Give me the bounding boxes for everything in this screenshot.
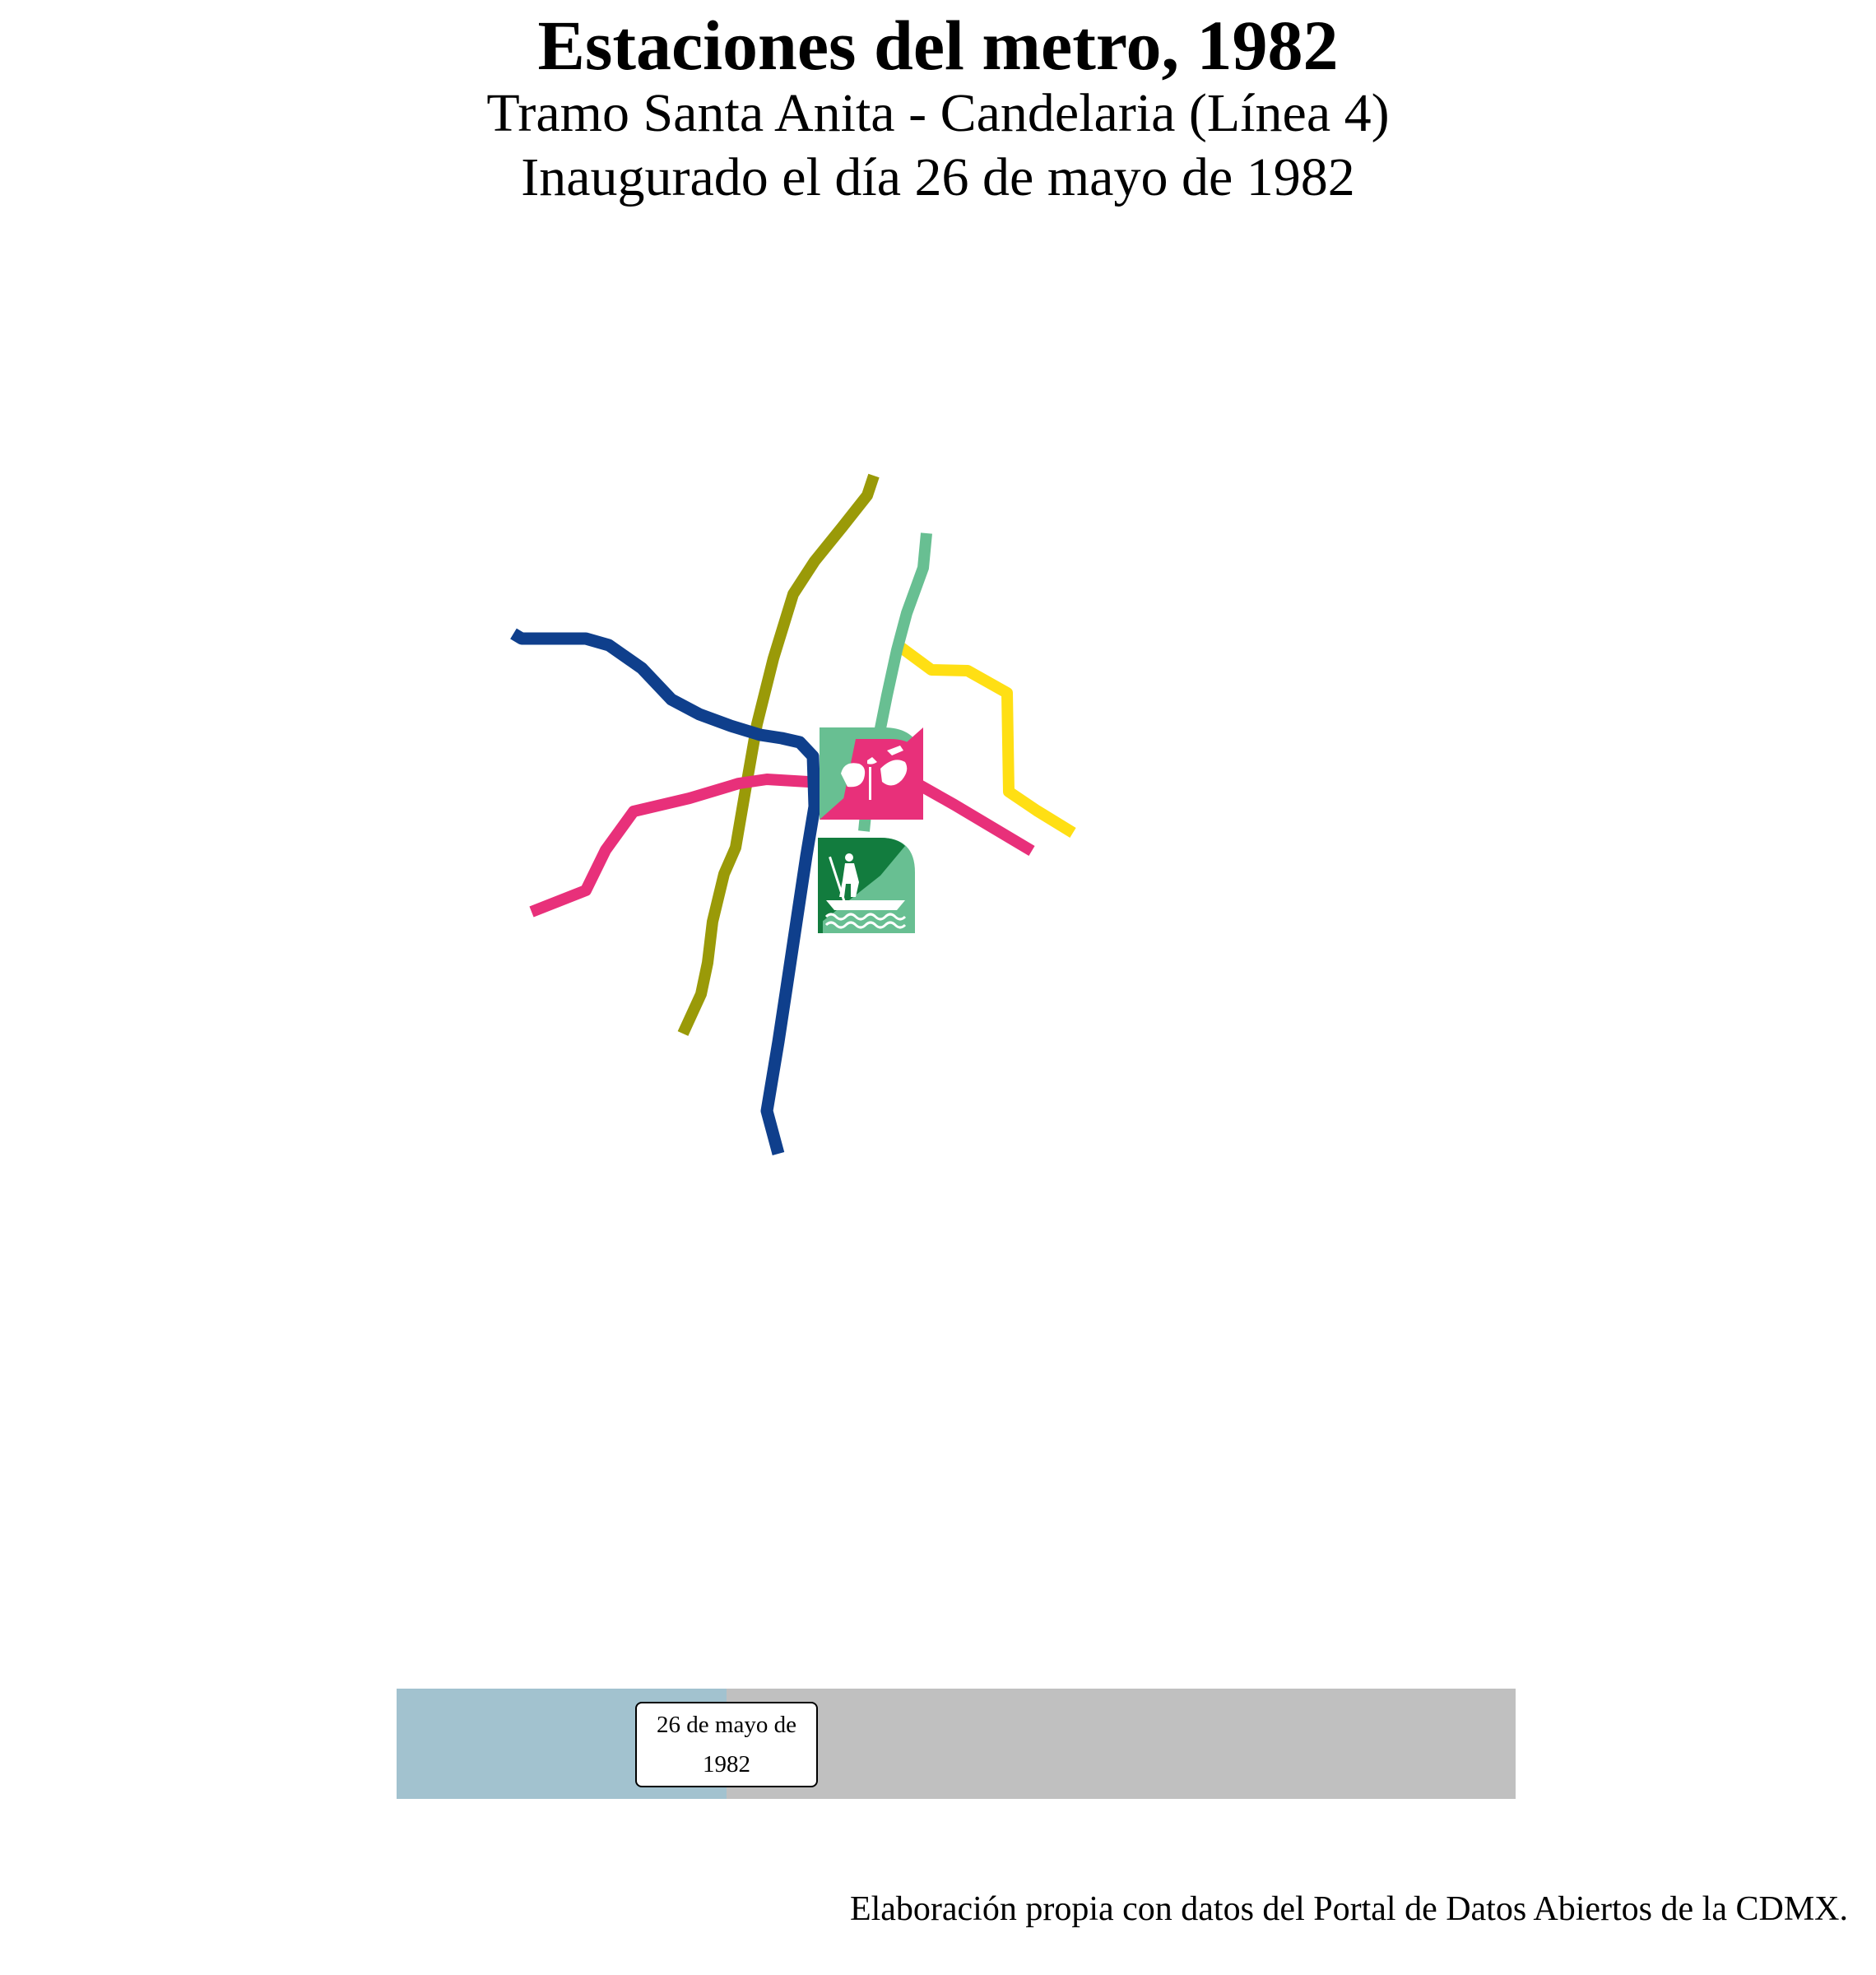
timeline-date-label-line1: 26 de mayo de — [657, 1712, 796, 1738]
metro-line-olive — [677, 473, 880, 1036]
metro-line-dark-blue — [510, 628, 821, 1155]
metro-line-pink — [529, 774, 1035, 918]
timeline-date-label: 26 de mayo de 1982 — [635, 1702, 818, 1787]
candelaria-station-icon — [820, 727, 923, 820]
metro-line-yellow — [893, 639, 1076, 838]
map-title: Estaciones del metro, 1982 — [537, 6, 1339, 85]
timeline-date-label-line2: 1982 — [703, 1751, 750, 1778]
santa-anita-station-icon — [818, 838, 915, 933]
map-subtitle: Tramo Santa Anita - Candelaria (Línea 4) — [486, 83, 1390, 143]
inauguration-date-subtitle: Inaugurado el día 26 de mayo de 1982 — [521, 147, 1355, 207]
source-caption: Elaboración propia con datos del Portal … — [849, 1890, 1848, 1928]
timeline-track: 26 de mayo de 1982 — [397, 1689, 1516, 1799]
